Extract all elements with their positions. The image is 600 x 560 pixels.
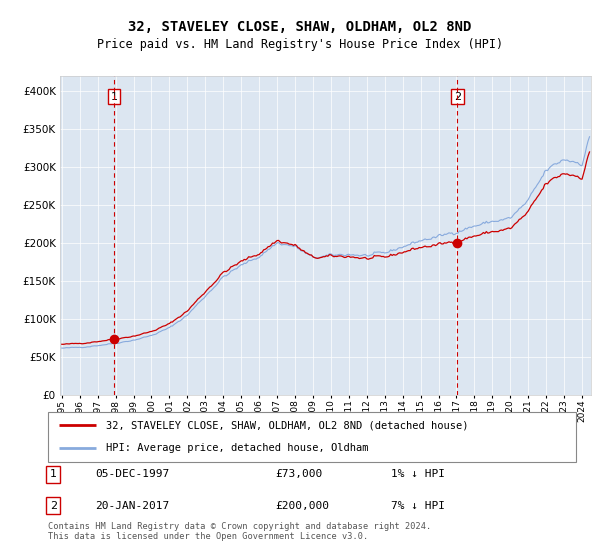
Text: 7% ↓ HPI: 7% ↓ HPI: [391, 501, 445, 511]
Text: 1: 1: [110, 92, 118, 101]
FancyBboxPatch shape: [48, 412, 576, 462]
Text: 1: 1: [50, 469, 57, 479]
Text: 1% ↓ HPI: 1% ↓ HPI: [391, 469, 445, 479]
Text: 32, STAVELEY CLOSE, SHAW, OLDHAM, OL2 8ND (detached house): 32, STAVELEY CLOSE, SHAW, OLDHAM, OL2 8N…: [106, 420, 469, 430]
Text: 2: 2: [454, 92, 461, 101]
Text: £200,000: £200,000: [275, 501, 329, 511]
Text: £73,000: £73,000: [275, 469, 322, 479]
Text: Contains HM Land Registry data © Crown copyright and database right 2024.
This d: Contains HM Land Registry data © Crown c…: [48, 522, 431, 542]
Text: HPI: Average price, detached house, Oldham: HPI: Average price, detached house, Oldh…: [106, 444, 368, 454]
Text: 05-DEC-1997: 05-DEC-1997: [95, 469, 170, 479]
Text: Price paid vs. HM Land Registry's House Price Index (HPI): Price paid vs. HM Land Registry's House …: [97, 38, 503, 50]
Text: 20-JAN-2017: 20-JAN-2017: [95, 501, 170, 511]
Text: 2: 2: [50, 501, 57, 511]
Text: 32, STAVELEY CLOSE, SHAW, OLDHAM, OL2 8ND: 32, STAVELEY CLOSE, SHAW, OLDHAM, OL2 8N…: [128, 20, 472, 34]
